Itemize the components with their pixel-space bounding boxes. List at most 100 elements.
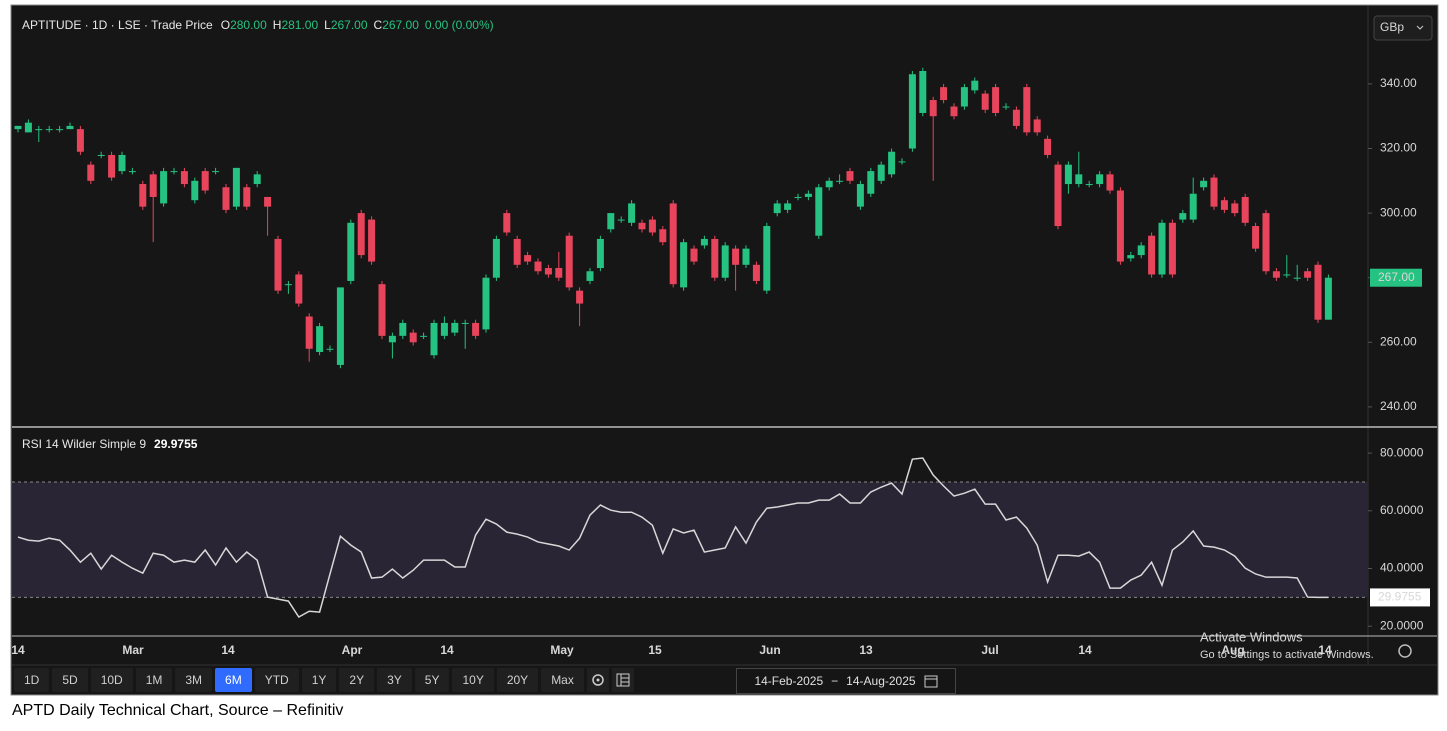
- candle-body: [243, 187, 251, 207]
- candle-body: [76, 129, 84, 152]
- candle-body: [326, 348, 334, 350]
- y-tick-label: 40.0000: [1380, 561, 1424, 575]
- candle-body: [1314, 264, 1322, 320]
- candle-body: [191, 180, 199, 201]
- ohlc-value: 281.00: [281, 18, 318, 32]
- candle-body: [14, 125, 22, 130]
- date-range[interactable]: 14-Feb-2025−14-Aug-2025: [736, 668, 956, 694]
- candle-body: [617, 219, 625, 221]
- candle-body: [1168, 222, 1176, 275]
- x-tick-label: 14: [1078, 643, 1092, 657]
- candle-body: [66, 125, 74, 130]
- table-icon[interactable]: [611, 668, 634, 692]
- candle-body: [1085, 184, 1093, 186]
- candle-body: [1023, 87, 1031, 133]
- change: 0.00 (0.00%): [425, 18, 494, 32]
- range-end: 14-Aug-2025: [846, 674, 916, 688]
- range-button[interactable]: 5Y: [414, 668, 450, 692]
- range-button[interactable]: 1D: [14, 668, 50, 692]
- candle-body: [45, 129, 53, 131]
- candle-body: [399, 322, 407, 336]
- candle-body: [264, 196, 272, 207]
- candle-body: [784, 203, 792, 210]
- candle-body: [1220, 200, 1228, 210]
- range-button[interactable]: 3Y: [377, 668, 412, 692]
- candle-body: [700, 238, 708, 246]
- x-tick-label: Jul: [981, 643, 998, 657]
- candle-body: [451, 322, 459, 333]
- settings-icon[interactable]: [1398, 644, 1412, 658]
- range-button[interactable]: 5D: [52, 668, 88, 692]
- candle-body: [638, 222, 646, 230]
- candle-body: [1283, 274, 1291, 276]
- settings-icon[interactable]: [586, 668, 609, 692]
- range-button[interactable]: 1Y: [301, 668, 337, 692]
- candle-body: [877, 164, 885, 181]
- candle-body: [170, 171, 178, 173]
- calendar-icon: [924, 675, 938, 688]
- currency-select[interactable]: [1373, 15, 1433, 41]
- rsi-title: RSI 14 Wilder Simple 9: [22, 437, 146, 451]
- candle-body: [1304, 271, 1312, 278]
- range-button[interactable]: Max: [541, 668, 584, 692]
- x-tick-label: 14: [11, 643, 25, 657]
- range-button[interactable]: 10Y: [452, 668, 494, 692]
- y-tick-label: 240.00: [1380, 399, 1417, 413]
- rsi-line: [17, 457, 1329, 618]
- candle-body: [565, 235, 573, 288]
- ohlc-label: C: [374, 18, 383, 32]
- range-button[interactable]: 3M: [175, 668, 213, 692]
- candle-body: [1158, 222, 1166, 275]
- candle-body: [1054, 164, 1062, 227]
- x-tick-label: 13: [859, 643, 873, 657]
- ohlc-label: H: [273, 18, 282, 32]
- candle-body: [336, 287, 344, 365]
- candle-body: [1210, 177, 1218, 207]
- rsi-band: [12, 481, 1368, 598]
- candle-body: [825, 180, 833, 188]
- ohlc-value: 267.00: [331, 18, 368, 32]
- y-tick-label: 20.0000: [1380, 618, 1424, 632]
- rsi-value: 29.9755: [154, 437, 198, 451]
- candle-body: [1200, 180, 1208, 188]
- candle-body: [596, 238, 604, 269]
- candle-body: [981, 93, 989, 110]
- candle-body: [607, 213, 615, 230]
- candle-body: [929, 100, 937, 117]
- candle-body: [867, 171, 875, 194]
- candle-body: [368, 219, 376, 262]
- candle-body: [347, 222, 355, 281]
- candle-body: [763, 226, 771, 291]
- symbol: APTITUDE · 1D · LSE · Trade Price: [22, 18, 213, 32]
- candle-body: [1064, 164, 1072, 185]
- currency[interactable]: GBp: [1380, 20, 1404, 34]
- range-sep: −: [831, 674, 839, 688]
- candle-body: [316, 326, 324, 353]
- rsi-header: RSI 14 Wilder Simple 9 29.9755: [22, 437, 198, 451]
- y-tick-label: 340.00: [1380, 76, 1417, 90]
- range-button[interactable]: 1M: [135, 668, 173, 692]
- candle-body: [544, 268, 552, 275]
- candle-body: [513, 238, 521, 265]
- candle-body: [1324, 277, 1332, 320]
- candle-body: [24, 122, 32, 133]
- candle-body: [1189, 193, 1197, 220]
- range-button[interactable]: 6M: [215, 668, 252, 692]
- candle-body: [992, 87, 1000, 113]
- range-button[interactable]: 10D: [90, 668, 133, 692]
- range-button[interactable]: 2Y: [339, 668, 375, 692]
- candle-body: [388, 335, 396, 343]
- range-button[interactable]: 20Y: [496, 668, 539, 692]
- candle-body: [482, 277, 490, 330]
- x-tick-label: May: [550, 643, 574, 657]
- candle-body: [888, 151, 896, 175]
- toolbar: 1D 5D 10D 1M 3M 6M YTD 1Y 2Y 3Y 5Y 10Y 20Y Max: [14, 667, 634, 693]
- range-button[interactable]: YTD: [254, 668, 299, 692]
- candle-body: [711, 238, 719, 278]
- dropdown-icon: [1416, 25, 1424, 30]
- x-tick-label: Jun: [759, 643, 780, 657]
- x-tick-label: Mar: [122, 643, 144, 657]
- candle-body: [794, 196, 802, 198]
- y-tick-label: 80.0000: [1380, 445, 1424, 459]
- candle-body: [212, 171, 220, 173]
